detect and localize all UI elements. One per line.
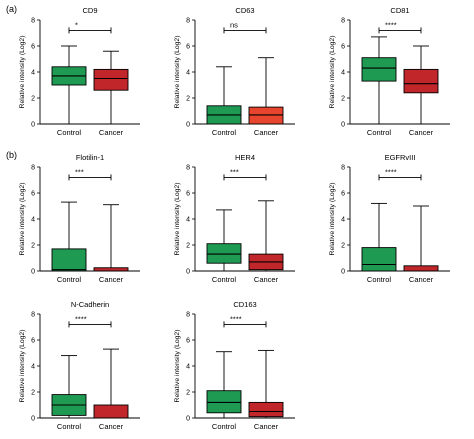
chart-1-category-1: Cancer xyxy=(254,128,279,137)
chart-6-ytick-label-0: 0 xyxy=(31,416,35,423)
chart-7-ytick-label-4: 8 xyxy=(186,312,190,319)
chart-6-ytick-label-3: 6 xyxy=(31,338,35,345)
chart-0-ytick-label-1: 2 xyxy=(31,96,35,103)
chart-1-ytick-label-4: 8 xyxy=(186,18,190,25)
chart-3-category-1: Cancer xyxy=(99,275,124,284)
chart-3-ytick-label-1: 2 xyxy=(31,243,35,250)
chart-1-ytick-label-2: 4 xyxy=(186,70,190,77)
chart-2-ytick-label-2: 4 xyxy=(341,70,345,77)
chart-7-box-1-body xyxy=(248,401,284,418)
chart-4-ytick-label-2: 4 xyxy=(186,217,190,224)
chart-2-box-1-body xyxy=(403,68,439,94)
chart-3-ytick-label-3: 6 xyxy=(31,191,35,198)
chart-2-ytick-label-0: 0 xyxy=(341,122,345,129)
chart-3-ytick-label-0: 0 xyxy=(31,269,35,276)
chart-0-ytick-label-0: 0 xyxy=(31,122,35,129)
chart-5-ytick-label-4: 8 xyxy=(341,165,345,172)
chart-2-ytick-label-1: 2 xyxy=(341,96,345,103)
chart-6-ytick-label-1: 2 xyxy=(31,390,35,397)
chart-3-box-0-body xyxy=(51,248,87,272)
chart-2-ylabel: Relative intensity (Log2) xyxy=(329,36,336,109)
chart-4-category-1: Cancer xyxy=(254,275,279,284)
chart-3-ytick-label-4: 8 xyxy=(31,165,35,172)
chart-0-category-0: Control xyxy=(57,128,82,137)
chart-7-ytick-label-2: 4 xyxy=(186,364,190,371)
chart-2-box-0-body xyxy=(361,57,397,82)
chart-7-ytick-label-0: 0 xyxy=(186,416,190,423)
chart-7-category-0: Control xyxy=(212,422,237,431)
chart-0-ytick-label-3: 6 xyxy=(31,44,35,51)
chart-0-ylabel: Relative intensity (Log2) xyxy=(19,36,26,109)
chart-7-box-0-body xyxy=(206,390,242,414)
chart-1-category-0: Control xyxy=(212,128,237,137)
chart-7-category-1: Cancer xyxy=(254,422,279,431)
chart-1-ytick-label-3: 6 xyxy=(186,44,190,51)
chart-6-sig-label: **** xyxy=(75,314,87,323)
chart-5-title: EGFRvIII xyxy=(385,153,416,162)
chart-7-title: CD163 xyxy=(233,300,256,309)
chart-4-sig-label: *** xyxy=(230,167,239,176)
chart-6-category-0: Control xyxy=(57,422,82,431)
chart-4-ylabel: Relative intensity (Log2) xyxy=(174,183,181,256)
chart-2-ytick-label-4: 8 xyxy=(341,18,345,25)
chart-4-category-0: Control xyxy=(212,275,237,284)
chart-5-sig-label: **** xyxy=(385,167,397,176)
chart-1-ylabel: Relative intensity (Log2) xyxy=(174,36,181,109)
chart-5-box-0-body xyxy=(361,247,397,272)
chart-2-title: CD81 xyxy=(390,6,409,15)
chart-6-category-1: Cancer xyxy=(99,422,124,431)
chart-7-sig-label: **** xyxy=(230,314,242,323)
chart-4-ytick-label-4: 8 xyxy=(186,165,190,172)
chart-2-sig-label: **** xyxy=(385,20,397,29)
chart-4-title: HER4 xyxy=(235,153,255,162)
chart-5-ytick-label-3: 6 xyxy=(341,191,345,198)
chart-2-category-1: Cancer xyxy=(409,128,434,137)
chart-0-ytick-label-2: 4 xyxy=(31,70,35,77)
chart-6-ytick-label-4: 8 xyxy=(31,312,35,319)
chart-1-ytick-label-0: 0 xyxy=(186,122,190,129)
chart-2-ytick-label-3: 6 xyxy=(341,44,345,51)
chart-0-title: CD9 xyxy=(82,6,97,15)
chart-0-ytick-label-4: 8 xyxy=(31,18,35,25)
chart-5-ytick-label-1: 2 xyxy=(341,243,345,250)
chart-1-sig-label: ns xyxy=(230,20,238,29)
chart-0-category-1: Cancer xyxy=(99,128,124,137)
chart-4-ytick-label-3: 6 xyxy=(186,191,190,198)
chart-6-title: N-Cadherin xyxy=(71,300,109,309)
chart-6-ylabel: Relative intensity (Log2) xyxy=(19,330,26,403)
chart-1-ytick-label-1: 2 xyxy=(186,96,190,103)
chart-3-title: Flotilin-1 xyxy=(76,153,104,162)
chart-4-ytick-label-1: 2 xyxy=(186,243,190,250)
chart-7-ylabel: Relative intensity (Log2) xyxy=(174,330,181,403)
panel-label-a: (a) xyxy=(6,4,17,14)
chart-1-box-1-body xyxy=(248,106,284,125)
panel-label-b: (b) xyxy=(6,150,17,160)
chart-7-ytick-label-1: 2 xyxy=(186,390,190,397)
chart-3-category-0: Control xyxy=(57,275,82,284)
chart-6-ytick-label-2: 4 xyxy=(31,364,35,371)
chart-5-ytick-label-2: 4 xyxy=(341,217,345,224)
chart-3-ytick-label-2: 4 xyxy=(31,217,35,224)
chart-5-ylabel: Relative intensity (Log2) xyxy=(329,183,336,256)
chart-5-ytick-label-0: 0 xyxy=(341,269,345,276)
chart-5-box-1-body xyxy=(403,265,439,272)
chart-6-box-1-body xyxy=(93,404,129,419)
chart-1-title: CD63 xyxy=(235,6,254,15)
chart-4-box-0-body xyxy=(206,243,242,264)
chart-5-category-0: Control xyxy=(367,275,392,284)
chart-7-ytick-label-3: 6 xyxy=(186,338,190,345)
chart-0-box-1-body xyxy=(93,68,129,91)
chart-3-sig-label: *** xyxy=(75,167,84,176)
chart-3-ylabel: Relative intensity (Log2) xyxy=(19,183,26,256)
chart-5-category-1: Cancer xyxy=(409,275,434,284)
chart-4-ytick-label-0: 0 xyxy=(186,269,190,276)
chart-0-sig-label: * xyxy=(75,20,78,29)
chart-2-category-0: Control xyxy=(367,128,392,137)
